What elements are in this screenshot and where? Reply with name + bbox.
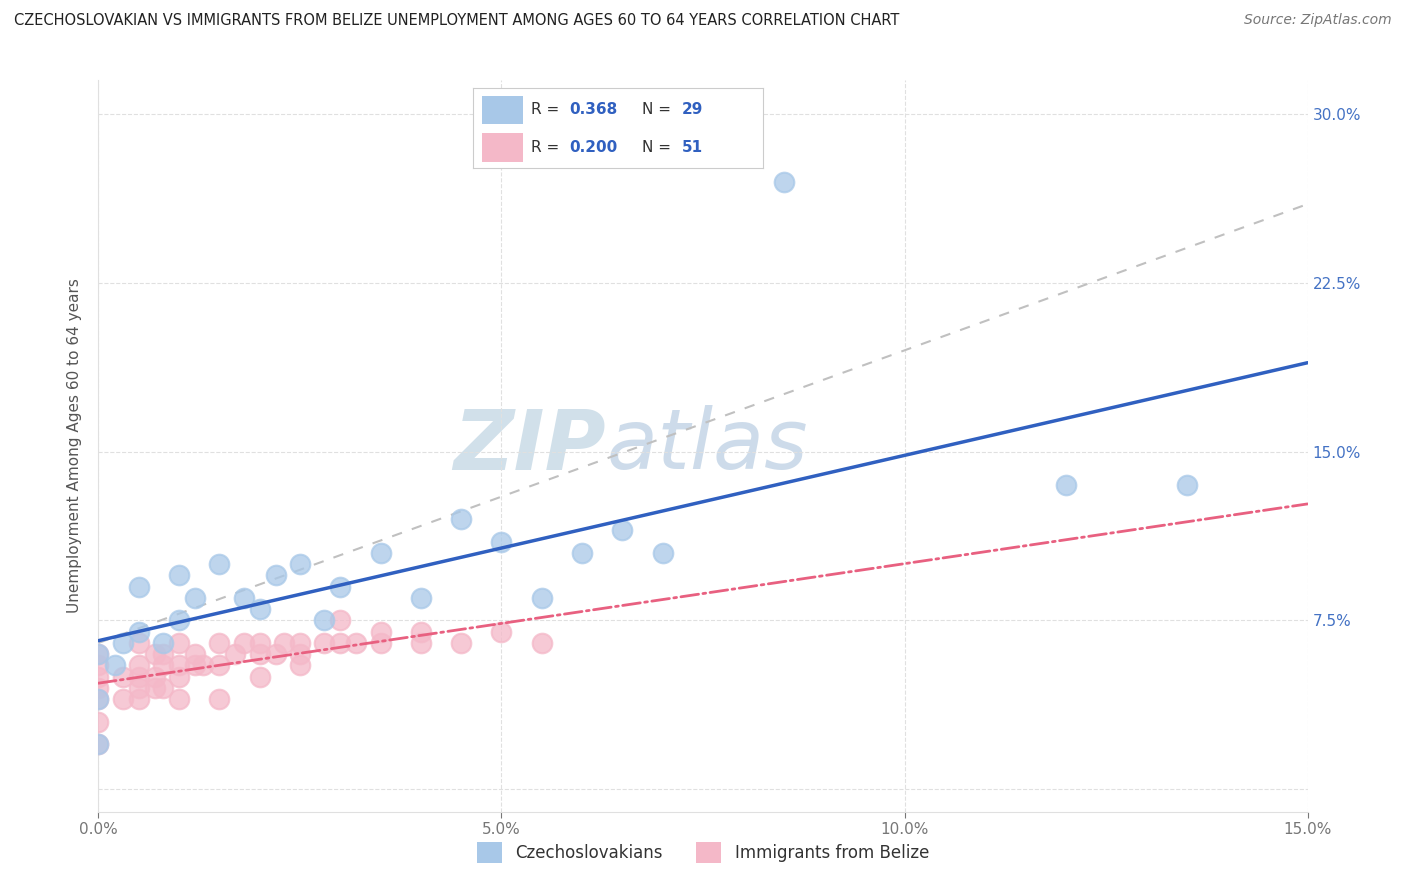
Point — [264, 647, 287, 661]
Point — [288, 647, 311, 661]
Point — [143, 670, 166, 684]
Point — [152, 658, 174, 673]
Point — [530, 591, 553, 605]
Point — [167, 658, 190, 673]
Y-axis label: Unemployment Among Ages 60 to 64 years: Unemployment Among Ages 60 to 64 years — [67, 278, 83, 614]
Point — [167, 614, 190, 628]
Point — [208, 692, 231, 706]
Point — [152, 647, 174, 661]
Point — [87, 737, 110, 751]
Point — [491, 534, 513, 549]
Text: Source: ZipAtlas.com: Source: ZipAtlas.com — [1244, 13, 1392, 28]
Point — [571, 546, 593, 560]
Text: atlas: atlas — [606, 406, 808, 486]
Point — [167, 636, 190, 650]
Point — [111, 670, 134, 684]
Point — [232, 591, 254, 605]
Point — [87, 647, 110, 661]
Point — [111, 636, 134, 650]
Point — [772, 175, 794, 189]
Point — [128, 670, 150, 684]
Point — [314, 636, 336, 650]
Point — [87, 737, 110, 751]
Point — [314, 614, 336, 628]
Point — [208, 636, 231, 650]
Point — [409, 636, 432, 650]
Point — [128, 624, 150, 639]
Point — [87, 692, 110, 706]
Point — [128, 658, 150, 673]
Point — [370, 546, 392, 560]
Point — [103, 658, 125, 673]
Point — [128, 636, 150, 650]
Point — [193, 658, 215, 673]
Point — [329, 614, 352, 628]
Point — [344, 636, 367, 650]
Point — [370, 636, 392, 650]
Point — [651, 546, 673, 560]
Point — [128, 692, 150, 706]
Point — [152, 636, 174, 650]
Point — [208, 557, 231, 571]
Point — [288, 636, 311, 650]
Point — [409, 624, 432, 639]
Point — [184, 647, 207, 661]
Point — [184, 658, 207, 673]
Point — [208, 658, 231, 673]
Point — [288, 557, 311, 571]
Point — [87, 647, 110, 661]
Point — [450, 512, 472, 526]
Point — [249, 602, 271, 616]
Point — [87, 681, 110, 695]
Point — [167, 692, 190, 706]
Point — [612, 524, 634, 538]
Text: CZECHOSLOVAKIAN VS IMMIGRANTS FROM BELIZE UNEMPLOYMENT AMONG AGES 60 TO 64 YEARS: CZECHOSLOVAKIAN VS IMMIGRANTS FROM BELIZ… — [14, 13, 900, 29]
Point — [249, 670, 271, 684]
Point — [224, 647, 246, 661]
Point — [87, 714, 110, 729]
Point — [530, 636, 553, 650]
Point — [143, 647, 166, 661]
Point — [1054, 478, 1077, 492]
Point — [249, 636, 271, 650]
Point — [329, 580, 352, 594]
Point — [288, 658, 311, 673]
Point — [128, 580, 150, 594]
Point — [152, 681, 174, 695]
Point — [232, 636, 254, 650]
Point — [1175, 478, 1198, 492]
Text: ZIP: ZIP — [454, 406, 606, 486]
Point — [87, 670, 110, 684]
Point — [128, 681, 150, 695]
Point — [450, 636, 472, 650]
Point — [264, 568, 287, 582]
Point — [329, 636, 352, 650]
Point — [87, 692, 110, 706]
Point — [491, 624, 513, 639]
Point — [273, 636, 295, 650]
Point — [184, 591, 207, 605]
Point — [409, 591, 432, 605]
Point — [167, 568, 190, 582]
Point — [87, 658, 110, 673]
Point — [249, 647, 271, 661]
Legend: Czechoslovakians, Immigrants from Belize: Czechoslovakians, Immigrants from Belize — [471, 836, 935, 869]
Point — [143, 681, 166, 695]
Point — [167, 670, 190, 684]
Point — [370, 624, 392, 639]
Point — [111, 692, 134, 706]
